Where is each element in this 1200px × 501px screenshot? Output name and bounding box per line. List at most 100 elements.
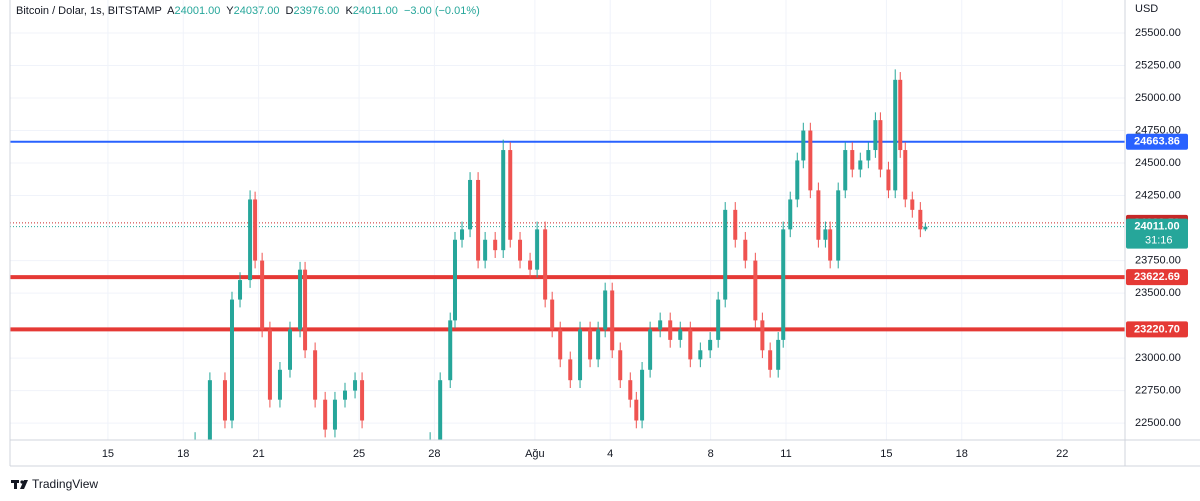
candle-body xyxy=(493,239,498,251)
open: 24001.00 xyxy=(175,5,221,17)
candle-body xyxy=(808,130,813,191)
candle-body xyxy=(438,380,443,440)
change: −3.00 (−0.01%) xyxy=(404,5,480,17)
brand: TradingView xyxy=(32,477,98,491)
x-tick-label: 15 xyxy=(102,448,114,460)
legend-header: Bitcoin / Dolar, 1s, BITSTAMP A24001.00 … xyxy=(16,5,480,17)
brand-logo xyxy=(11,480,28,489)
candle-body xyxy=(501,150,506,251)
level-label: 23220.70 xyxy=(1134,323,1180,335)
grid xyxy=(10,0,1125,440)
candle-body xyxy=(658,320,663,330)
candle-body xyxy=(303,269,308,351)
candle-body xyxy=(343,390,348,400)
candle-body xyxy=(743,239,748,261)
candle-body xyxy=(543,229,548,300)
candle-body xyxy=(753,260,758,321)
x-tick-label: 15 xyxy=(880,448,892,460)
y-tick-label: 23500.00 xyxy=(1135,287,1181,299)
x-tick-label: 11 xyxy=(780,448,791,460)
close: 24011.00 xyxy=(353,5,398,17)
candle-body xyxy=(781,229,786,340)
x-tick-label: 8 xyxy=(708,448,714,460)
candle-body xyxy=(353,380,358,391)
last-price-label: 24011.00 xyxy=(1134,221,1179,233)
last-price-bg xyxy=(1126,218,1188,249)
candle-body xyxy=(788,199,793,230)
x-tick-label: 18 xyxy=(956,448,968,460)
candle-body xyxy=(816,190,821,240)
candle-body xyxy=(893,79,898,191)
candle-body xyxy=(298,269,303,330)
candle-body xyxy=(288,329,293,370)
candle-body xyxy=(878,120,883,170)
candle-body xyxy=(886,169,891,191)
candle-body xyxy=(222,380,227,421)
y-tick-label: 25500.00 xyxy=(1135,27,1181,39)
candle-body xyxy=(776,339,781,370)
candle-body xyxy=(795,160,800,200)
high-label: Y xyxy=(226,5,234,17)
candle-body xyxy=(923,226,928,230)
candle-body xyxy=(866,150,871,161)
x-tick-label: 25 xyxy=(353,448,365,460)
candle-body xyxy=(238,280,243,300)
candle-body xyxy=(801,130,806,161)
candle-body xyxy=(535,229,540,270)
candle-body xyxy=(678,329,683,340)
candle-body xyxy=(688,329,693,360)
level-label-bg xyxy=(1126,133,1188,150)
candle-body xyxy=(668,320,673,340)
x-tick-label: 18 xyxy=(177,448,189,460)
y-tick-label: 24750.00 xyxy=(1135,124,1181,136)
candle-body xyxy=(903,150,908,200)
low-label: D xyxy=(286,5,294,17)
y-tick-label: 22750.00 xyxy=(1135,384,1181,396)
high: 24037.00 xyxy=(234,5,280,17)
y-tick-label: 25250.00 xyxy=(1135,59,1181,71)
candle-body xyxy=(452,239,457,321)
candle-body xyxy=(648,329,653,370)
candle-body xyxy=(508,150,513,240)
x-tick-label: 21 xyxy=(252,448,264,460)
candle-body xyxy=(640,369,645,421)
candle-body xyxy=(248,199,253,281)
y-axis-title: USD xyxy=(1135,3,1158,15)
candle-body xyxy=(267,329,272,400)
candle-body xyxy=(550,299,555,330)
candle-body xyxy=(476,179,481,261)
candle-body xyxy=(723,209,728,300)
close-label: K xyxy=(345,5,353,17)
candle-body xyxy=(603,290,608,330)
candle-body xyxy=(873,120,878,151)
candle-body xyxy=(260,260,265,330)
x-tick-label: 22 xyxy=(1056,448,1068,460)
levels xyxy=(10,140,1125,332)
level-label-bg xyxy=(1126,321,1188,338)
candle-body xyxy=(898,79,903,151)
candle-body xyxy=(229,299,234,421)
x-tick-label: 28 xyxy=(428,448,440,460)
candle-body xyxy=(360,380,365,421)
candle-body xyxy=(918,209,923,230)
y-tick-label: 25000.00 xyxy=(1135,92,1181,104)
candle-body xyxy=(253,199,258,261)
candle-body xyxy=(634,399,639,421)
candle-body xyxy=(596,329,601,360)
candle-body xyxy=(760,320,765,351)
candle-body xyxy=(828,229,833,261)
y-tick-label: 24250.00 xyxy=(1135,189,1181,201)
candle-body xyxy=(716,299,721,340)
open-label: A xyxy=(167,5,175,17)
candle-body xyxy=(588,329,593,360)
candle-body xyxy=(568,359,573,381)
y-tick-label: 23750.00 xyxy=(1135,254,1181,266)
candle-body xyxy=(610,290,615,351)
candle-body xyxy=(277,369,282,400)
candle-body xyxy=(448,320,453,381)
candle-body xyxy=(850,150,855,170)
candle-body xyxy=(910,199,915,210)
